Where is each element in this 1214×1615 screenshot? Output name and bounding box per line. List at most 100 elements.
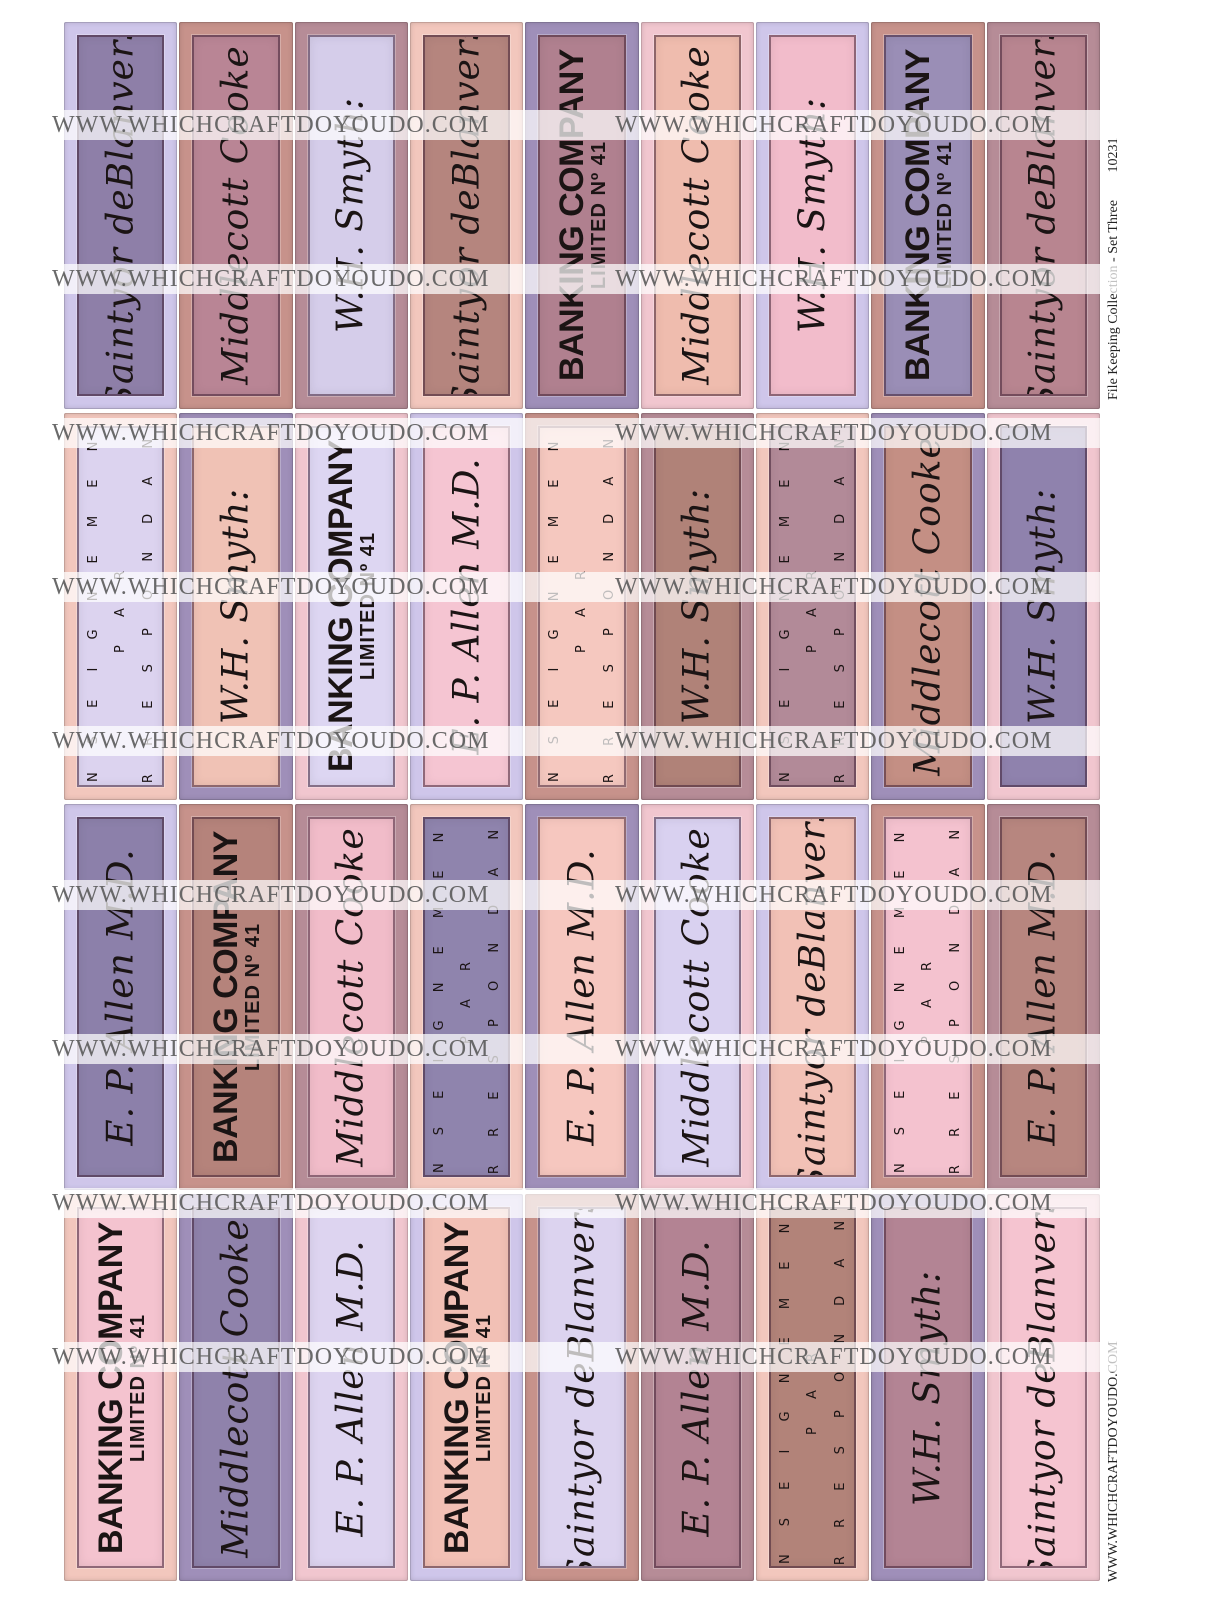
signature-text: Saintyor deBlanvers [100, 35, 142, 396]
file-label: Saintyor deBlanvers [525, 1194, 639, 1581]
signature-text: Middlecott Cooke [676, 827, 718, 1167]
watermark-band: WWW.WHICHCRAFTDOYOUDO.COM WWW.WHICHCRAFTD… [50, 264, 1120, 294]
file-label: E. P. Allen M.D. [640, 1194, 754, 1581]
watermark-text: WWW.WHICHCRAFTDOYOUDO.COM [52, 1344, 490, 1370]
label-panel: Saintyor deBlanvers [77, 35, 165, 396]
file-label: E. P. Allen M.D. [64, 803, 178, 1191]
label-panel: Saintyor deBlanvers [769, 816, 857, 1178]
label-panel: E. P. Allen M.D. [653, 1207, 741, 1568]
label-panel: BANKING COMPANY LIMITED Nº 41 [423, 1207, 511, 1568]
banking-subtitle: LIMITED Nº 41 [357, 532, 380, 681]
watermark-text: WWW.WHICHCRAFTDOYOUDO.COM [615, 882, 1053, 908]
label-panel: BANKING COMPANY LIMITED Nº 41 [77, 1207, 165, 1568]
file-label: Middlecott Cooke [179, 22, 293, 409]
watermark-band: WWW.WHICHCRAFTDOYOUDO.COM WWW.WHICHCRAFTD… [50, 880, 1120, 910]
file-label: E N S E I G N E M E N T P A R C O R R E S … [756, 1194, 870, 1581]
enseignement-line: P A R [920, 949, 936, 1044]
watermark-text: WWW.WHICHCRAFTDOYOUDO.COM [615, 1036, 1053, 1062]
label-panel: E N S E I G N E M E N T P A R C O R R E S … [769, 1207, 857, 1568]
file-label: E. P. Allen M.D. [294, 1194, 408, 1581]
file-label: BANKING COMPANY LIMITED Nº 41 [410, 1194, 524, 1581]
banking-title: BANKING COMPANY [437, 1221, 476, 1554]
banking-subtitle: LIMITED Nº 41 [587, 141, 610, 290]
banking-company-text: BANKING COMPANY LIMITED Nº 41 [322, 440, 380, 772]
watermark-text: WWW.WHICHCRAFTDOYOUDO.COM [52, 420, 490, 446]
watermark-text: WWW.WHICHCRAFTDOYOUDO.COM [52, 266, 490, 292]
watermark-text: WWW.WHICHCRAFTDOYOUDO.COM [52, 574, 490, 600]
label-panel: E N S E I G N E M E N T P A R C O R R E S … [884, 816, 972, 1178]
watermark-band: WWW.WHICHCRAFTDOYOUDO.COM WWW.WHICHCRAFTD… [50, 1188, 1120, 1218]
signature-text: Middlecott Cooke [907, 436, 949, 776]
label-panel: Saintyor deBlanvers [423, 35, 511, 396]
file-label: BANKING COMPANY LIMITED Nº 41 [179, 803, 293, 1191]
label-panel: E. P. Allen M.D. [999, 816, 1087, 1178]
file-label: Saintyor deBlanvers [986, 1194, 1100, 1581]
enseignement-line: E N S E I G N E M E N T [431, 816, 447, 1178]
file-label: E N S E I G N E M E N T P A R C O R R E S … [871, 803, 985, 1191]
label-panel: W.H. Smyth: [769, 35, 857, 396]
file-label: Saintyor deBlanvers [756, 803, 870, 1191]
enseignement-text: E N S E I G N E M E N T P A R C O R R E S … [887, 816, 969, 1178]
label-panel: W.H. Smyth: [307, 35, 395, 396]
watermark-text: WWW.WHICHCRAFTDOYOUDO.COM [615, 266, 1053, 292]
file-label: W.H. Smyth: [871, 1194, 985, 1581]
signature-text: Middlecott Cooke [215, 1217, 257, 1558]
signature-text: E. P. Allen M.D. [676, 1238, 718, 1537]
label-panel: W.H. Smyth: [884, 1207, 972, 1568]
file-label: Middlecott Cooke [179, 1194, 293, 1581]
enseignement-line: E N S E I G N E M E N T [893, 816, 909, 1178]
label-panel: BANKING COMPANY LIMITED Nº 41 [538, 35, 626, 396]
enseignement-line: E N S E I G N E M E N T [777, 1207, 793, 1568]
file-label: E N S E I G N E M E N T P A R C O R R E S … [410, 803, 524, 1191]
signature-text: W.H. Smyth: [676, 487, 718, 725]
watermark-text: WWW.WHICHCRAFTDOYOUDO.COM [52, 112, 490, 138]
label-panel: BANKING COMPANY LIMITED Nº 41 [884, 35, 972, 396]
signature-text: W.H. Smyth: [907, 1269, 949, 1506]
watermark-band: WWW.WHICHCRAFTDOYOUDO.COM WWW.WHICHCRAFTD… [50, 726, 1120, 756]
banking-subtitle: LIMITED Nº 41 [472, 1313, 495, 1462]
banking-company-text: BANKING COMPANY LIMITED Nº 41 [552, 49, 610, 382]
signature-text: W.H. Smyth: [1022, 487, 1064, 725]
signature-text: E. P. Allen M.D. [330, 1238, 372, 1537]
signature-text: Saintyor deBlanvers [792, 816, 834, 1178]
label-panel: Middlecott Cooke [307, 816, 395, 1178]
banking-title: BANKING COMPANY [552, 49, 591, 382]
label-panel: E. P. Allen M.D. [307, 1207, 395, 1568]
caption-title: File Keeping Collection - Set Three [1106, 200, 1121, 400]
watermark-band: WWW.WHICHCRAFTDOYOUDO.COM WWW.WHICHCRAFTD… [50, 1342, 1120, 1372]
label-panel: Saintyor deBlanvers [999, 35, 1087, 396]
enseignement-line: P A R [805, 1340, 821, 1435]
banking-company-text: BANKING COMPANY LIMITED Nº 41 [898, 49, 956, 382]
watermark-text: WWW.WHICHCRAFTDOYOUDO.COM [615, 420, 1053, 446]
file-label: W.H. Smyth: [294, 22, 408, 409]
label-panel: Middlecott Cooke [653, 35, 741, 396]
label-panel: Middlecott Cooke [192, 1207, 280, 1568]
signature-text: W.H. Smyth: [215, 487, 257, 725]
watermark-band: WWW.WHICHCRAFTDOYOUDO.COM WWW.WHICHCRAFTD… [50, 110, 1120, 140]
file-label: BANKING COMPANY LIMITED Nº 41 [64, 1194, 178, 1581]
enseignement-line: C O R R E S P O N D A N C E [832, 1207, 848, 1568]
file-label: W.H. Smyth: [756, 22, 870, 409]
watermark-band: WWW.WHICHCRAFTDOYOUDO.COM WWW.WHICHCRAFTD… [50, 418, 1120, 448]
label-panel: Saintyor deBlanvers [538, 1207, 626, 1568]
label-panel: Middlecott Cooke [653, 816, 741, 1178]
signature-text: Saintyor deBlanvers [1022, 35, 1064, 396]
file-label: Middlecott Cooke [294, 803, 408, 1191]
watermark-text: WWW.WHICHCRAFTDOYOUDO.COM [615, 728, 1053, 754]
signature-text: Middlecott Cooke [676, 45, 718, 386]
signature-text: Middlecott Cooke [215, 45, 257, 386]
label-panel: E N S E I G N E M E N T P A R C O R R E S … [423, 816, 511, 1178]
watermark-text: WWW.WHICHCRAFTDOYOUDO.COM [615, 112, 1053, 138]
banking-title: BANKING COMPANY [898, 49, 937, 382]
enseignement-line: P A R [459, 949, 475, 1044]
signature-text: Saintyor deBlanvers [561, 1207, 603, 1568]
label-panel: E. P. Allen M.D. [77, 816, 165, 1178]
label-panel: BANKING COMPANY LIMITED Nº 41 [192, 816, 280, 1178]
signature-text: Saintyor deBlanvers [1022, 1207, 1064, 1568]
watermark-text: WWW.WHICHCRAFTDOYOUDO.COM [615, 574, 1053, 600]
watermark-text: WWW.WHICHCRAFTDOYOUDO.COM [52, 1036, 490, 1062]
watermark-text: WWW.WHICHCRAFTDOYOUDO.COM [52, 728, 490, 754]
watermark-text: WWW.WHICHCRAFTDOYOUDO.COM [52, 882, 490, 908]
watermark-text: WWW.WHICHCRAFTDOYOUDO.COM [615, 1344, 1053, 1370]
file-label: Saintyor deBlanvers [410, 22, 524, 409]
